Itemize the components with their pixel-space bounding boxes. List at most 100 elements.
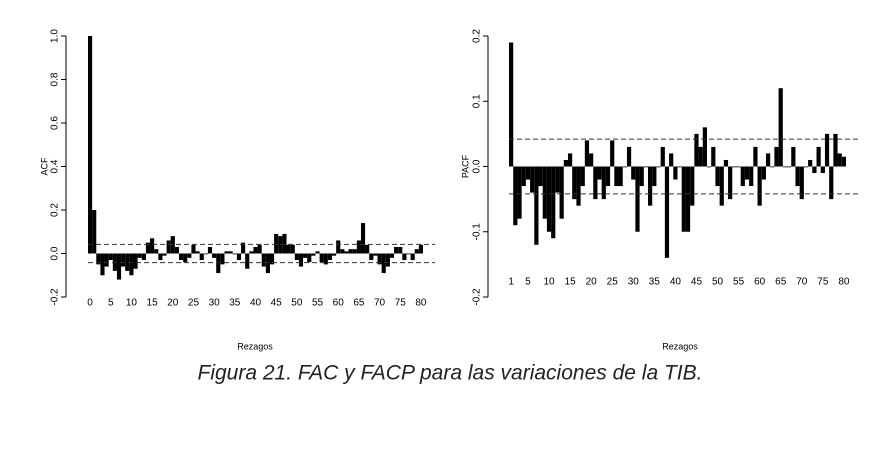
- bar: [559, 166, 564, 219]
- bar: [572, 166, 577, 200]
- bar: [224, 251, 229, 254]
- bar: [191, 244, 196, 254]
- bar: [639, 166, 644, 187]
- bar: [555, 166, 560, 193]
- bar: [158, 253, 163, 261]
- bar: [360, 223, 366, 254]
- x-tick-label: 10: [126, 298, 138, 309]
- bar: [183, 253, 188, 263]
- x-tick-label: 30: [209, 298, 221, 309]
- bar: [589, 153, 594, 167]
- bar: [753, 146, 758, 167]
- bar: [265, 253, 270, 274]
- bar: [418, 244, 423, 254]
- bar: [719, 166, 724, 206]
- bar: [187, 253, 192, 258]
- x-tick-label: 65: [353, 298, 365, 309]
- x-tick-label: 45: [691, 277, 703, 288]
- x-tick-label: 1: [508, 277, 514, 288]
- bar: [597, 166, 602, 180]
- bar: [137, 253, 142, 258]
- bar: [150, 238, 155, 254]
- x-tick-label: 75: [817, 277, 829, 288]
- bar: [593, 166, 598, 200]
- bar: [816, 146, 821, 167]
- bar: [257, 244, 262, 254]
- x-tick-label: 55: [733, 277, 745, 288]
- bar: [332, 253, 337, 256]
- bar: [601, 166, 606, 200]
- bar: [534, 166, 539, 245]
- bar: [614, 166, 619, 187]
- bar: [253, 246, 258, 254]
- caption: Figura 21. FAC y FACP para las variacion…: [198, 362, 703, 385]
- bar: [635, 166, 640, 232]
- bar: [538, 166, 543, 187]
- bar: [373, 253, 378, 256]
- x-tick-label: 20: [586, 277, 598, 288]
- bar: [799, 166, 804, 200]
- bar: [104, 253, 109, 267]
- x-axis-title: Rezagos: [662, 341, 698, 351]
- bar: [643, 166, 649, 168]
- bar: [315, 251, 320, 254]
- bar: [584, 140, 590, 167]
- bar: [100, 253, 105, 276]
- bar: [648, 166, 653, 206]
- bar: [765, 153, 771, 167]
- x-tick-label: 35: [229, 298, 241, 309]
- bar: [236, 253, 242, 261]
- x-tick-label: 80: [838, 277, 850, 288]
- bar: [728, 166, 733, 200]
- bar: [631, 166, 636, 180]
- x-tick-label: 55: [312, 298, 324, 309]
- bar: [385, 253, 390, 267]
- bar: [546, 166, 552, 232]
- bar: [782, 166, 788, 168]
- bar: [563, 159, 568, 167]
- bar: [744, 166, 750, 180]
- bar: [715, 166, 720, 187]
- x-tick-label: 20: [167, 298, 179, 309]
- bar: [795, 166, 800, 187]
- y-axis-title: ACF: [39, 157, 49, 176]
- y-tick-label: -0.2: [50, 288, 61, 306]
- bar: [732, 166, 737, 168]
- bar: [833, 133, 838, 167]
- bar: [228, 251, 233, 254]
- bar: [521, 166, 526, 187]
- bar: [195, 251, 200, 254]
- x-tick-label: 5: [108, 298, 114, 309]
- bar: [652, 166, 657, 187]
- x-tick-label: 25: [607, 277, 619, 288]
- bar: [133, 253, 138, 269]
- bar: [166, 240, 171, 254]
- x-tick-label: 15: [147, 298, 159, 309]
- bar: [517, 166, 522, 219]
- y-tick-label: 0.0: [472, 159, 483, 173]
- bar: [249, 251, 254, 254]
- bar: [108, 253, 113, 261]
- bar: [261, 253, 266, 267]
- bar: [685, 166, 691, 232]
- bar: [116, 253, 122, 280]
- bar: [820, 166, 825, 174]
- bar: [154, 249, 159, 254]
- bar: [824, 133, 830, 167]
- x-tick-label: 40: [670, 277, 682, 288]
- bar: [808, 159, 813, 167]
- bar: [307, 253, 312, 263]
- bar: [723, 159, 729, 167]
- bar: [402, 253, 407, 261]
- x-tick-label: 5: [525, 277, 531, 288]
- y-tick-label: 0.2: [50, 203, 61, 217]
- bar: [711, 146, 716, 167]
- bar: [286, 244, 291, 254]
- bar: [336, 240, 341, 254]
- bar: [787, 166, 792, 168]
- y-tick-label: 0.0: [50, 246, 61, 260]
- bar: [274, 233, 279, 254]
- bar: [774, 146, 779, 167]
- bar: [736, 166, 741, 168]
